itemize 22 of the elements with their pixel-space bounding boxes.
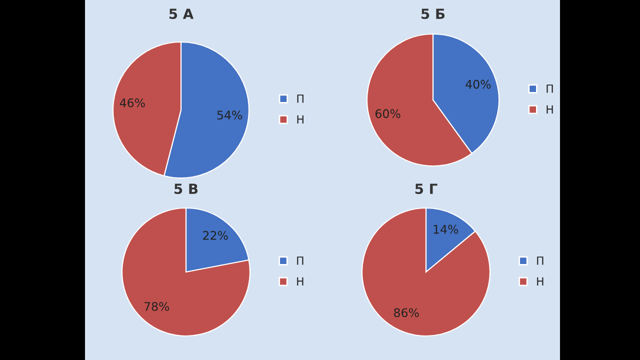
data-label: 78%: [144, 302, 170, 311]
data-label: 22%: [203, 230, 228, 240]
legend-label: П: [537, 256, 544, 265]
legend-label: Н: [537, 277, 544, 286]
data-label: 54%: [217, 110, 242, 120]
pie-slice: [361, 207, 491, 337]
legend-label: П: [297, 256, 304, 265]
data-label: 60%: [376, 109, 400, 118]
data-label: 86%: [394, 308, 419, 318]
legend-label: П: [546, 84, 553, 93]
pie-slice: [121, 207, 251, 337]
legend-label: Н: [546, 105, 553, 114]
chart-title: 5 В: [174, 184, 198, 194]
chart-title: 5 А: [169, 8, 194, 20]
legend-label: Н: [297, 277, 304, 286]
chart-title: 5 Б: [422, 8, 445, 20]
data-label: 14%: [434, 224, 458, 234]
legend-label: Н: [297, 115, 304, 124]
chart-title: 5 Г: [415, 184, 438, 194]
legend-label: П: [297, 94, 304, 103]
data-label: 40%: [466, 80, 491, 89]
data-label: 46%: [120, 98, 145, 108]
